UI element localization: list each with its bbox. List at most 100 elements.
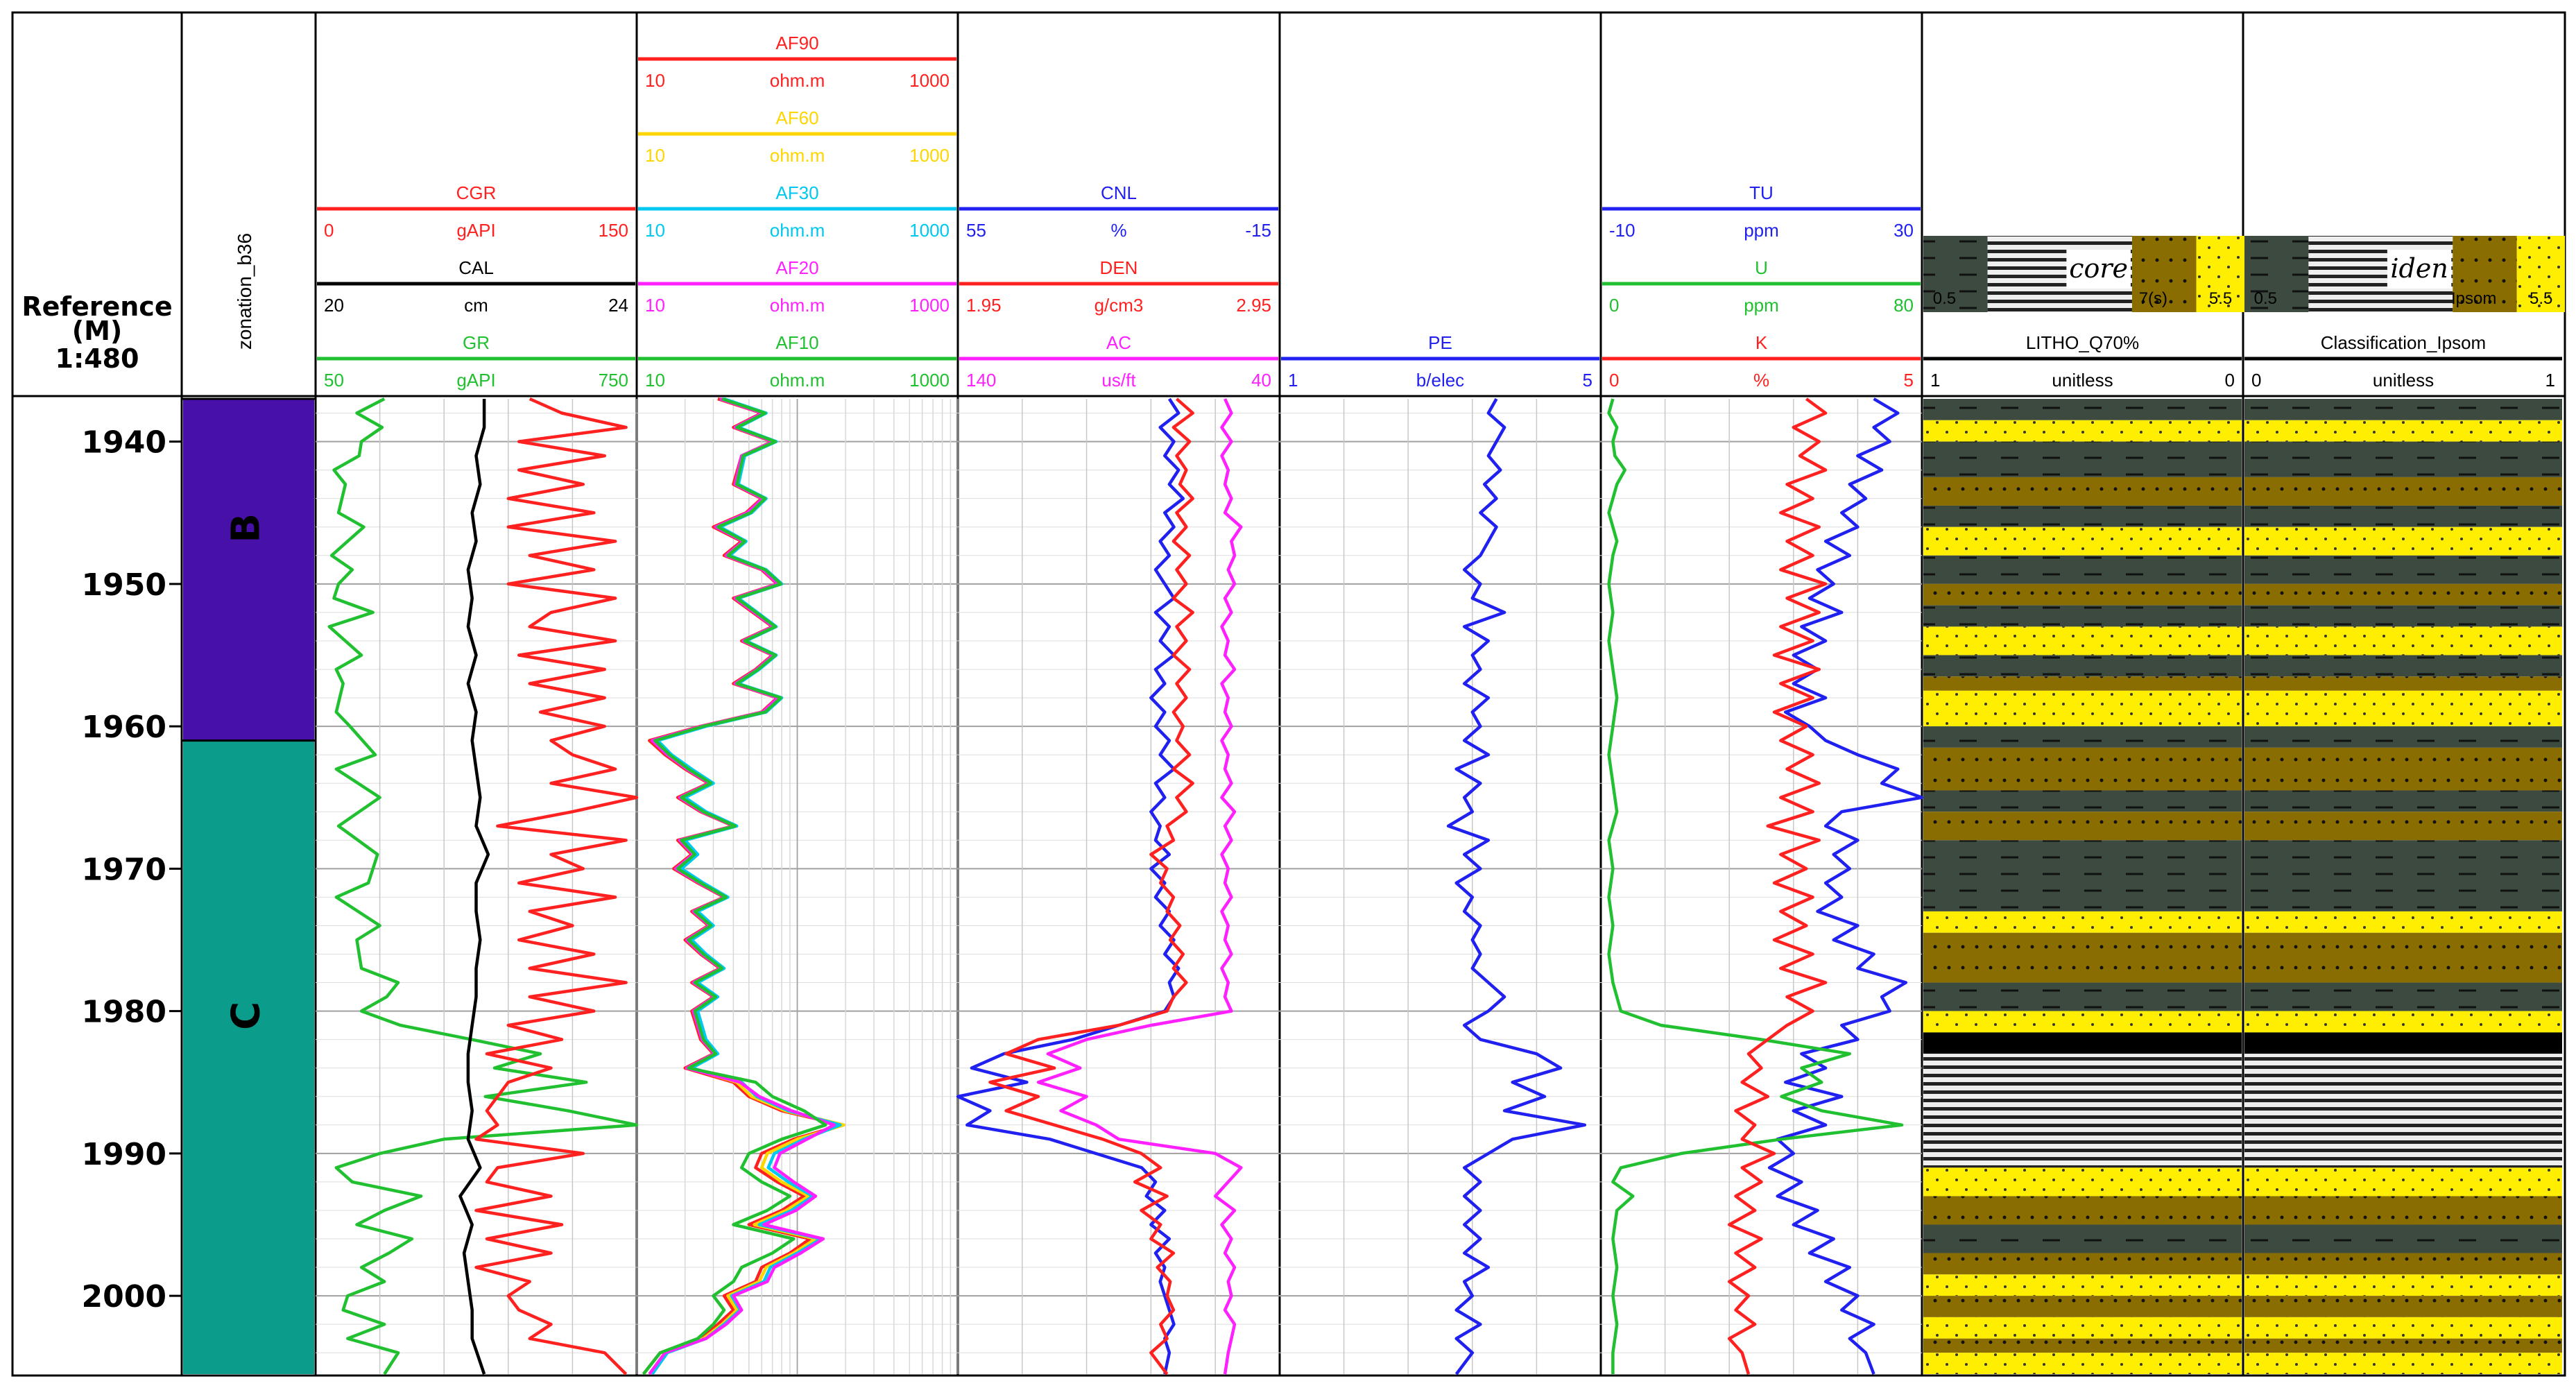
legend-label: core	[2069, 253, 2128, 284]
header-gr: GR 50 gAPI 750	[317, 332, 635, 391]
litho-interval	[1923, 555, 2242, 584]
litho-interval	[1923, 812, 2242, 841]
litho-interval	[1923, 1253, 2242, 1275]
curve-unit: ppm	[1744, 295, 1779, 316]
curve-name: CAL	[458, 257, 494, 278]
curve-name: DEN	[1100, 257, 1138, 278]
curve-max: 1000	[909, 370, 950, 391]
header-ac: AC 140 us/ft 40	[959, 332, 1278, 391]
litho-interval	[1923, 1032, 2242, 1054]
curve-min: -10	[1609, 220, 1635, 241]
curve-name: AF60	[775, 108, 818, 128]
curve-name: U	[1755, 257, 1768, 278]
litho-interval	[1923, 626, 2242, 656]
litho-interval	[2244, 1011, 2562, 1033]
litho-interval	[1923, 1353, 2242, 1374]
curve-k	[1727, 397, 1828, 1375]
depth-tick-label: 2000	[82, 1279, 166, 1314]
legend-swatch	[2196, 236, 2244, 312]
litho-interval	[1923, 676, 2242, 691]
curve-min: 10	[645, 70, 665, 91]
litho-interval	[2244, 399, 2562, 420]
litho-interval	[1923, 1274, 2242, 1296]
litho-interval	[2244, 1054, 2562, 1168]
header-k: K 0% 5	[1602, 332, 1921, 391]
header-tu: TU -10 ppm 30	[1602, 182, 1921, 241]
curve-name: AF10	[775, 332, 818, 353]
header-u: U 0 ppm 80	[1602, 257, 1921, 316]
depth-tick-label: 1940	[82, 425, 166, 461]
litho-interval	[1923, 747, 2242, 791]
header-classification_ipsom: Classification_Ipsom 0 unitless 1	[2244, 332, 2562, 391]
curve-pe	[1446, 397, 1587, 1376]
curve-cgr	[474, 397, 639, 1376]
track-grid	[958, 399, 1280, 1374]
curve-u	[1607, 398, 1904, 1374]
litho-interval	[2244, 626, 2562, 656]
curve-name: AF20	[775, 257, 818, 278]
legend-swatch	[2453, 236, 2517, 312]
curve-unit: %	[1110, 220, 1126, 241]
litho-interval	[2244, 1032, 2562, 1054]
litho-interval	[1923, 526, 2242, 556]
legend-tick: Ipsom	[2451, 289, 2496, 308]
curve-max: 1000	[909, 145, 950, 166]
header-pe: PE 1 b/elec 5	[1281, 332, 1599, 391]
curve-tu	[1767, 397, 1924, 1375]
legend-tick: 5.5	[2530, 289, 2552, 308]
legend-swatch	[2516, 236, 2565, 312]
litho-interval	[1923, 583, 2242, 606]
header-af10: AF10 10 ohm.m 1000	[638, 332, 956, 391]
zone-block	[183, 399, 314, 741]
track-grid	[636, 399, 959, 1374]
curve-af10	[642, 397, 827, 1376]
curve-unit: ohm.m	[770, 370, 825, 391]
depth-tick-label: 1970	[82, 852, 166, 887]
curve-unit: ohm.m	[770, 220, 825, 241]
curve-min: 1	[1288, 370, 1298, 391]
legend-swatch	[2244, 236, 2309, 312]
litho-interval	[2244, 1167, 2562, 1197]
reference-header: Reference (M) 1:480	[22, 291, 172, 374]
header-af30: AF30 10 ohm.m 1000	[638, 182, 956, 241]
litho-interval	[2244, 420, 2562, 442]
legend-label-bg	[2066, 250, 2131, 289]
curve-max: 30	[1894, 220, 1914, 241]
curve-unit: cm	[464, 295, 488, 316]
litho-legend: core 0.5 7(s) 5.5	[1923, 236, 2244, 312]
curve-min: 10	[645, 295, 665, 316]
curve-unit: gAPI	[456, 220, 495, 241]
litho-interval	[1923, 1011, 2242, 1033]
litho-interval	[1923, 726, 2242, 748]
curve-max: 0	[2225, 370, 2235, 391]
curve-name: TU	[1749, 182, 1774, 203]
curve-max: -15	[1245, 220, 1271, 241]
curve-unit: us/ft	[1101, 370, 1136, 391]
curve-max: 750	[599, 370, 628, 391]
legend-label-bg	[2387, 250, 2452, 289]
header-cal: CAL 20 cm 24	[317, 257, 635, 316]
litho-interval	[1923, 932, 2242, 983]
litho-interval	[2244, 655, 2562, 677]
curve-min: 10	[645, 370, 665, 391]
litho-interval	[2244, 1317, 2562, 1339]
litho-interval	[1923, 1296, 2242, 1317]
litho-interval	[1923, 420, 2242, 442]
curve-min: 50	[324, 370, 344, 391]
curve-max: 1000	[909, 220, 950, 241]
curve-min: 140	[966, 370, 996, 391]
legend-tick: 0.5	[2254, 289, 2277, 308]
curve-max: 24	[608, 295, 628, 316]
curve-name: Classification_Ipsom	[2321, 332, 2486, 353]
curve-name: CGR	[456, 182, 497, 203]
litho-interval	[1923, 690, 2242, 727]
litho-interval	[2244, 1296, 2562, 1317]
litho-interval	[1923, 655, 2242, 677]
curve-min: 55	[966, 220, 986, 241]
curve-min: 0	[2251, 370, 2261, 391]
litho-interval	[2244, 911, 2562, 933]
curve-max: 1	[2545, 370, 2555, 391]
curve-unit: g/cm3	[1094, 295, 1144, 316]
curve-name: K	[1755, 332, 1768, 353]
